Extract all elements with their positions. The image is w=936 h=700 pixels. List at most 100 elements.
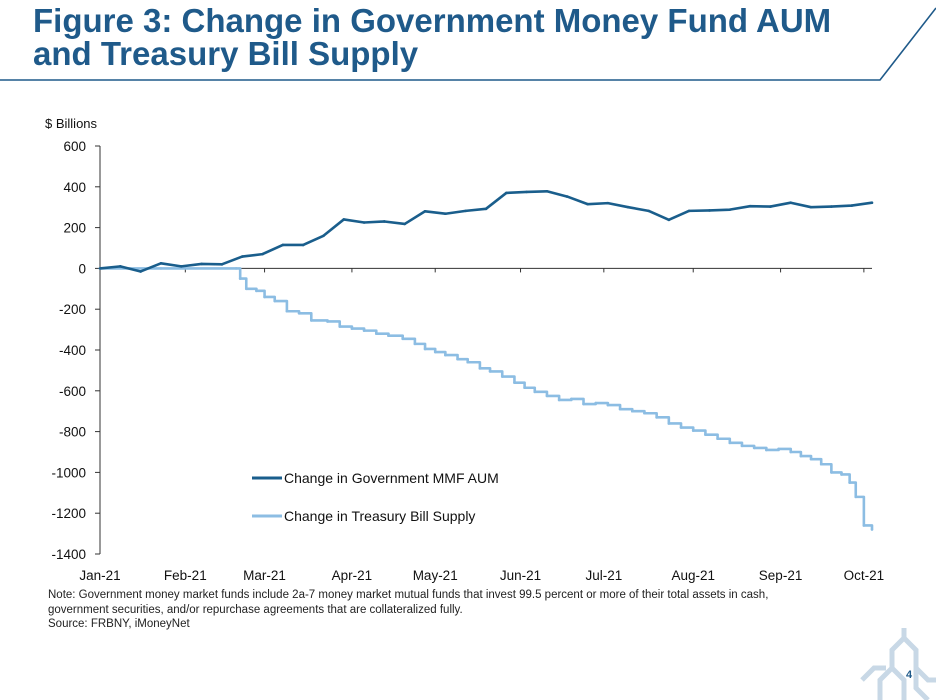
data-point <box>777 447 780 451</box>
x-axis: Jan-21 Feb-21 Mar-21 Apr-21 May-21 Jun-21 Jul-… <box>79 267 885 583</box>
y-axis-label: $ Billions <box>45 116 98 131</box>
y-axis: 600 400 200 0 -200 -400 -600 -800 -1000 -1200 -140… <box>51 139 101 562</box>
data-point <box>667 422 671 425</box>
data-point <box>159 267 163 270</box>
series-line-1 <box>100 267 874 530</box>
y-tick-label: -400 <box>59 343 86 358</box>
data-point <box>261 252 264 256</box>
data-point <box>98 267 102 270</box>
data-point <box>655 416 658 419</box>
y-tick-label: 200 <box>63 221 86 236</box>
y-tick-label: 600 <box>63 139 86 154</box>
data-point <box>119 265 122 268</box>
data-point <box>752 446 756 450</box>
data-point <box>342 218 346 221</box>
data-point <box>350 327 354 330</box>
page-number: 4 <box>906 669 913 681</box>
data-point <box>244 287 248 291</box>
y-tick-label: -200 <box>59 302 86 317</box>
data-point <box>708 209 711 212</box>
x-tick-label: Oct-21 <box>844 568 885 583</box>
data-point <box>748 204 752 208</box>
data-point <box>285 309 289 313</box>
x-tick-label: Aug-21 <box>671 568 715 583</box>
data-point <box>401 337 405 341</box>
data-point <box>789 201 793 205</box>
data-point <box>643 411 646 415</box>
data-point <box>139 270 142 273</box>
data-point <box>830 471 833 474</box>
data-point <box>362 221 366 224</box>
data-point <box>769 205 772 208</box>
data-point <box>545 189 549 193</box>
data-point <box>478 367 482 370</box>
slide-title-line1: Figure 3: Change in Government Money Fun… <box>33 2 832 39</box>
data-point <box>765 448 768 452</box>
data-point <box>403 222 407 226</box>
source-line: Source: FRBNY, iMoneyNet <box>48 618 190 630</box>
data-point <box>870 201 874 205</box>
data-point <box>255 289 258 293</box>
data-point <box>740 444 744 448</box>
slide-title-line2: and Treasury Bill Supply <box>33 35 419 72</box>
data-point <box>679 426 683 429</box>
y-tick-label: -1000 <box>51 465 86 480</box>
data-point <box>606 403 610 407</box>
data-point <box>281 243 285 247</box>
data-point <box>200 262 203 266</box>
data-point <box>488 370 492 373</box>
y-tick-label: -1400 <box>51 547 86 562</box>
slide-title: Figure 3: Change in Government Money Fun… <box>33 4 893 70</box>
x-tick-label: Feb-21 <box>164 568 207 583</box>
data-point <box>586 202 589 206</box>
data-point <box>338 325 342 328</box>
note-line-2: government securities, and/or repurchase… <box>48 603 463 616</box>
data-point <box>179 265 183 268</box>
data-point <box>220 263 224 266</box>
legend-label-0: Change in Government MMF AUM <box>284 470 499 486</box>
data-point <box>413 342 417 346</box>
data-point <box>626 205 630 209</box>
y-tick-label: -800 <box>59 425 86 440</box>
data-point <box>799 454 803 458</box>
title-underline <box>0 7 936 81</box>
data-point <box>159 262 163 265</box>
data-point <box>322 234 325 238</box>
data-point <box>691 429 695 432</box>
data-point <box>505 191 508 195</box>
data-point <box>533 390 537 394</box>
data-point <box>523 386 526 390</box>
x-tick-label: Jun-21 <box>500 568 541 583</box>
y-tick-label: 0 <box>78 261 86 276</box>
data-point <box>565 195 569 198</box>
data-point <box>484 207 488 211</box>
data-point <box>630 409 634 413</box>
data-point <box>513 381 516 384</box>
y-tick-label: -1200 <box>51 506 86 521</box>
data-point <box>423 209 427 213</box>
data-point <box>557 398 561 402</box>
data-point <box>433 350 437 354</box>
data-point <box>383 220 386 223</box>
data-point <box>444 353 447 357</box>
data-point <box>423 347 427 351</box>
data-point <box>273 299 277 303</box>
data-point <box>374 332 378 335</box>
data-point <box>647 209 650 213</box>
x-tick-label: Apr-21 <box>332 568 373 583</box>
data-point <box>819 462 823 466</box>
data-point <box>854 495 858 499</box>
data-point <box>667 218 671 222</box>
data-point <box>582 402 585 406</box>
data-point <box>240 255 244 258</box>
data-point <box>464 209 467 213</box>
data-point <box>570 397 573 401</box>
x-tick-label: May-21 <box>413 568 458 583</box>
data-point <box>309 319 313 322</box>
data-point <box>848 481 851 484</box>
data-point <box>850 204 853 207</box>
data-point <box>500 375 504 378</box>
data-point <box>862 524 866 527</box>
data-point <box>525 190 528 194</box>
